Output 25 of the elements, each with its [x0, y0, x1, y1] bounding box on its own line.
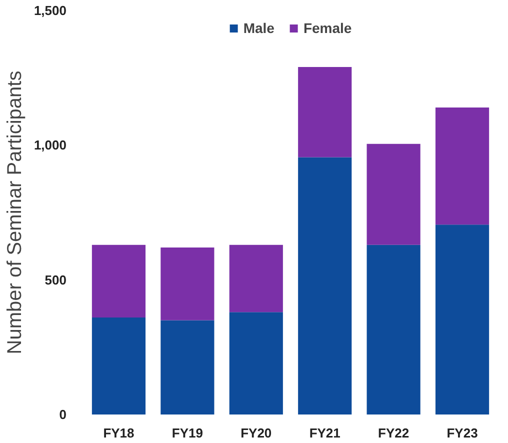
bar	[366, 144, 420, 245]
bar	[160, 320, 214, 414]
bar	[229, 244, 283, 312]
y-axis-title: Number of Seminar Participants	[4, 70, 26, 354]
x-tick-label: FY20	[240, 426, 272, 440]
bar	[435, 107, 490, 225]
x-tick-label: FY19	[172, 426, 203, 440]
legend-label: Male	[243, 20, 274, 36]
bar	[92, 244, 146, 318]
legend-label: Female	[303, 20, 352, 36]
x-tick-label: FY22	[378, 426, 410, 440]
y-tick-label: 1,000	[34, 138, 67, 153]
bar	[160, 248, 214, 320]
y-tick-label: 500	[44, 272, 67, 288]
bar	[92, 318, 146, 414]
bar	[366, 244, 420, 414]
x-tick-label: FY21	[309, 426, 340, 440]
x-tick-label: FY18	[103, 426, 134, 440]
bar	[229, 312, 283, 414]
bar	[298, 67, 352, 158]
y-tick-label: 1,500	[34, 3, 67, 18]
y-tick-label: 0	[59, 407, 67, 422]
x-tick-label: FY23	[446, 426, 478, 440]
bar	[298, 157, 352, 414]
bar	[435, 224, 490, 414]
